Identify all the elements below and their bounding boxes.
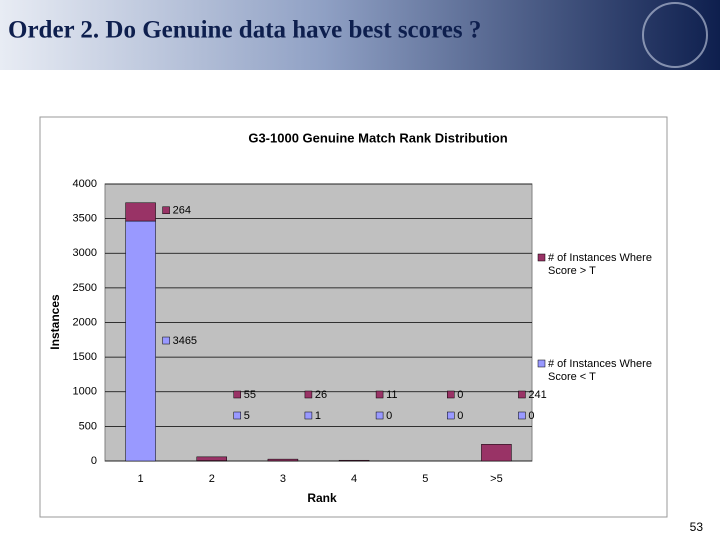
data-label: 0 [386,410,392,422]
legend-key [538,254,545,261]
y-tick-label: 3500 [73,213,97,225]
data-label: 3465 [173,335,197,347]
x-tick-label: 4 [351,473,357,485]
slide-title: Order 2. Do Genuine data have best score… [8,17,481,44]
y-tick-label: 4000 [73,178,97,190]
data-label: 241 [528,389,546,401]
label-key [518,412,525,419]
y-tick-label: 3000 [73,247,97,259]
data-label: 5 [244,410,250,422]
label-key [163,207,170,214]
bar-segment [126,221,156,461]
chart-title: G3-1000 Genuine Match Rank Distribution [248,130,507,145]
label-key [447,391,454,398]
data-label: 11 [386,389,397,401]
bar-segment [126,203,156,221]
label-key [305,412,312,419]
y-tick-label: 500 [79,420,97,432]
x-axis-label: Rank [307,491,337,505]
label-key [376,412,383,419]
data-label: 264 [173,205,191,217]
bar-segment [197,457,227,461]
label-key [447,412,454,419]
label-key [234,412,241,419]
data-label: 26 [315,389,327,401]
y-tick-label: 1000 [73,386,97,398]
label-key [163,337,170,344]
y-axis-label: Instances [48,294,62,350]
label-key [376,391,383,398]
y-tick-label: 1500 [73,351,97,363]
page-number: 53 [690,520,704,534]
data-label: 55 [244,389,256,401]
bar-segment [481,444,511,461]
x-tick-label: >5 [490,473,503,485]
x-tick-label: 2 [209,473,215,485]
data-label: 0 [457,389,463,401]
data-label: 0 [457,410,463,422]
y-tick-label: 2000 [73,316,97,328]
legend-key [538,360,545,367]
data-label: 1 [315,410,321,422]
x-tick-label: 1 [138,473,144,485]
data-label: 0 [528,410,534,422]
bar-segment [339,460,369,461]
label-key [234,391,241,398]
bar-segment [268,459,298,461]
x-tick-label: 3 [280,473,286,485]
label-key [305,391,312,398]
x-tick-label: 5 [422,473,428,485]
y-tick-label: 0 [91,455,97,467]
y-tick-label: 2500 [73,282,97,294]
label-key [518,391,525,398]
